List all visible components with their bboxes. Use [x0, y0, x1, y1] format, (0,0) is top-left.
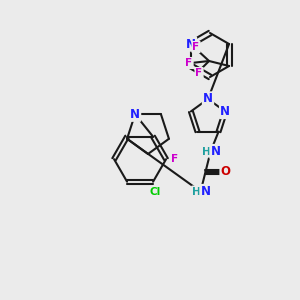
Text: N: N [203, 92, 213, 106]
Text: F: F [170, 154, 178, 164]
Text: N: N [130, 108, 140, 121]
Text: N: N [186, 38, 196, 50]
Text: F: F [193, 42, 200, 52]
Text: O: O [220, 165, 231, 178]
Text: N: N [220, 105, 230, 118]
Text: F: F [185, 58, 193, 68]
Text: Cl: Cl [149, 187, 161, 197]
Text: H: H [192, 187, 201, 196]
Text: H: H [202, 147, 211, 157]
Text: N: N [211, 145, 220, 158]
Text: F: F [196, 68, 202, 78]
Text: N: N [201, 185, 211, 198]
